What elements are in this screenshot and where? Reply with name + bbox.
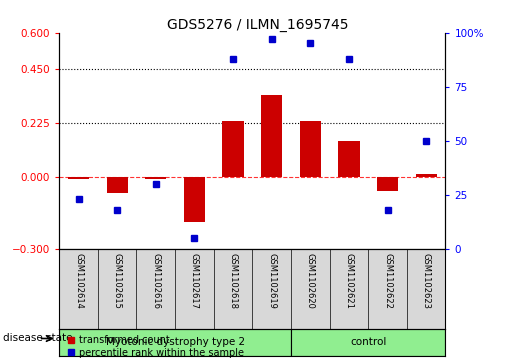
Text: GDS5276 / ILMN_1695745: GDS5276 / ILMN_1695745	[167, 18, 348, 32]
Text: GSM1102618: GSM1102618	[229, 253, 237, 309]
Text: GSM1102620: GSM1102620	[306, 253, 315, 309]
Text: GSM1102617: GSM1102617	[190, 253, 199, 309]
Bar	[222, 122, 244, 177]
Bar	[68, 177, 89, 179]
Text: GSM1102614: GSM1102614	[74, 253, 83, 309]
Text: GSM1102622: GSM1102622	[383, 253, 392, 309]
Text: control: control	[350, 337, 386, 347]
Text: GSM1102623: GSM1102623	[422, 253, 431, 309]
Bar	[184, 177, 205, 222]
Bar	[107, 177, 128, 193]
Text: GSM1102621: GSM1102621	[345, 253, 353, 309]
Text: GSM1102615: GSM1102615	[113, 253, 122, 309]
Bar	[416, 174, 437, 177]
Legend: transformed count, percentile rank within the sample: transformed count, percentile rank withi…	[64, 331, 248, 362]
Bar	[59, 329, 291, 356]
Bar	[261, 95, 282, 177]
Text: GSM1102619: GSM1102619	[267, 253, 276, 309]
Bar	[291, 329, 445, 356]
Bar	[338, 140, 359, 177]
Text: Myotonic dystrophy type 2: Myotonic dystrophy type 2	[106, 337, 245, 347]
Bar	[145, 177, 166, 179]
Bar	[377, 177, 398, 191]
Bar	[300, 122, 321, 177]
Text: GSM1102616: GSM1102616	[151, 253, 160, 309]
Text: disease state: disease state	[3, 334, 72, 343]
